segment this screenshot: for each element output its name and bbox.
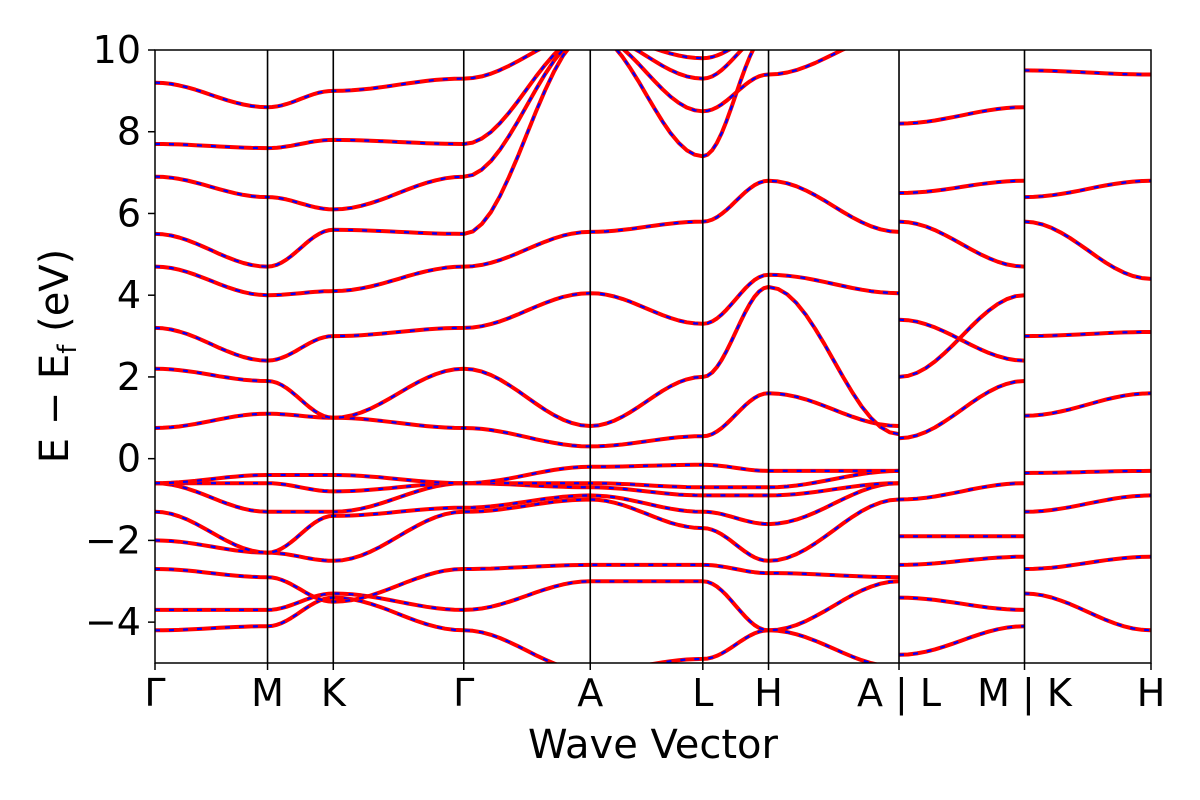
- band-line-blue-7: [155, 463, 899, 485]
- y-axis-title: E − Ef (eV): [32, 249, 83, 464]
- x-tick-label-4: A: [577, 671, 603, 715]
- band-line-red-26: [898, 105, 1025, 126]
- band-line-red-1: [155, 579, 900, 633]
- y-tick-label-5: 0: [117, 437, 141, 481]
- band-line-blue-4: [155, 482, 900, 554]
- band-line-red-27: [1024, 591, 1151, 633]
- band-line-red-16: [898, 624, 1025, 657]
- y-axis-title-main: E − E: [32, 354, 78, 464]
- band-line-blue-21: [898, 379, 1025, 440]
- band-line-red-17: [898, 595, 1025, 612]
- band-line-blue-12: [155, 50, 755, 268]
- band-line-red-28: [1024, 554, 1151, 571]
- band-line-blue-15: [155, 50, 731, 109]
- x-tick-label-9: H: [1137, 671, 1166, 715]
- x-tick-label-2: K: [321, 671, 347, 715]
- band-line-blue-14: [155, 50, 744, 150]
- y-axis-title-subscript: f: [53, 344, 83, 354]
- band-line-blue-6: [155, 469, 900, 493]
- band-line-red-3: [155, 497, 900, 563]
- band-line-blue-2: [155, 563, 900, 603]
- y-axis-title-unit: (eV): [32, 249, 78, 345]
- x-tick-label-3: Γ: [453, 671, 474, 715]
- band-line-red-13: [155, 50, 847, 212]
- x-tick-label-1: M: [251, 671, 284, 715]
- band-line-blue-0: [155, 596, 876, 663]
- band-line-red-34: [1024, 178, 1151, 200]
- x-tick-label-8: M | K: [977, 671, 1073, 716]
- band-line-blue-11: [155, 179, 900, 297]
- band-line-red-25: [898, 178, 1025, 195]
- band-line-red-22: [898, 293, 1025, 379]
- band-line-red-18: [898, 554, 1025, 567]
- x-tick-label-6: H: [754, 671, 783, 715]
- y-tick-label-2: 6: [117, 191, 141, 235]
- band-line-red-20: [898, 481, 1025, 502]
- x-tick-label-5: L: [692, 671, 713, 715]
- band-line-red-29: [1024, 493, 1151, 514]
- y-tick-label-6: −2: [85, 518, 141, 562]
- band-line-blue-24: [898, 220, 1025, 268]
- y-tick-label-1: 8: [117, 110, 141, 154]
- y-tick-label-4: 2: [117, 355, 141, 399]
- x-axis-title: Wave Vector: [528, 722, 779, 768]
- y-tick-label-0: 10: [93, 28, 141, 72]
- band-line-red-32: [1024, 330, 1151, 339]
- band-line-red-35: [1024, 68, 1151, 77]
- plot-frame: [154, 49, 1152, 664]
- bands-layer: [155, 50, 1151, 663]
- band-line-blue-8: [155, 392, 900, 448]
- y-tick-label-7: −4: [85, 600, 141, 644]
- x-tick-label-7: A | L: [857, 671, 941, 716]
- band-line-blue-23: [898, 318, 1025, 362]
- y-tick-label-3: 4: [117, 273, 141, 317]
- band-line-red-9: [155, 285, 900, 437]
- band-line-blue-33: [1024, 220, 1151, 280]
- band-line-red-31: [1024, 391, 1151, 418]
- high-symmetry-lines: [266, 50, 1026, 663]
- x-tick-label-0: Γ: [144, 671, 165, 715]
- band-line-blue-10: [155, 273, 900, 362]
- y-ticks: 10 8 6 4 2 0 −2 −4: [85, 28, 155, 644]
- band-line-red-30: [1024, 468, 1151, 475]
